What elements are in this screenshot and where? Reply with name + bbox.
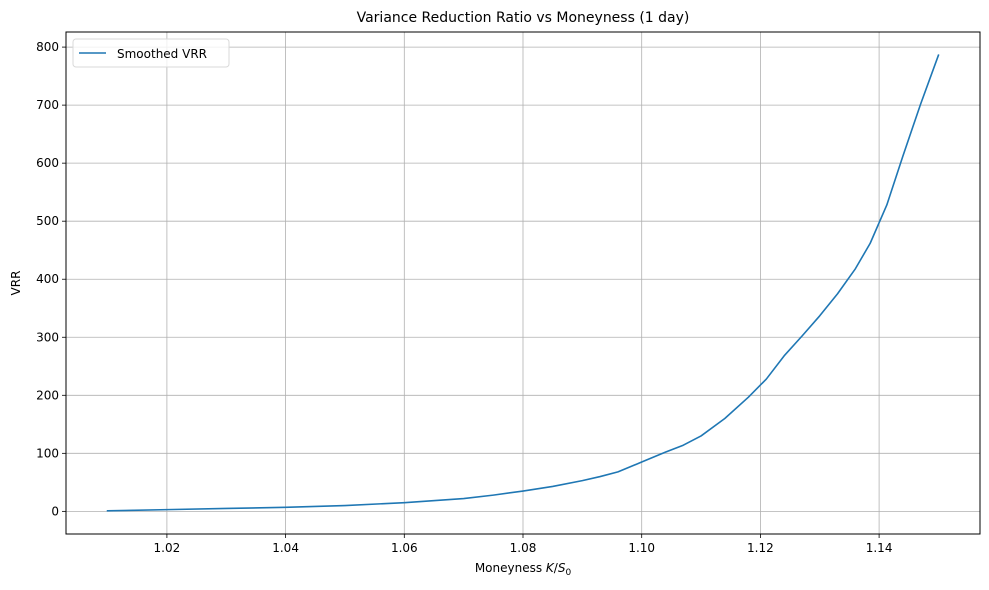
series-layer (106, 54, 940, 512)
series-line-smoothed-vrr (106, 54, 940, 512)
x-axis-label-s: S (558, 561, 566, 575)
x-tick-label: 1.08 (510, 541, 537, 555)
y-tick-label: 700 (36, 98, 59, 112)
x-tick-label: 1.06 (391, 541, 418, 555)
y-axis-label: VRR (9, 271, 23, 296)
y-tick-label: 200 (36, 388, 59, 402)
x-tick-label: 1.02 (154, 541, 181, 555)
x-tick-label: 1.04 (272, 541, 299, 555)
y-tick-label: 600 (36, 156, 59, 170)
legend-label-smoothed-vrr: Smoothed VRR (117, 47, 207, 61)
legend: Smoothed VRR (72, 38, 230, 68)
y-tick-label: 0 (51, 504, 59, 518)
x-tick-label: 1.14 (866, 541, 893, 555)
x-tick-label: 1.10 (628, 541, 655, 555)
x-tick-label: 1.12 (747, 541, 774, 555)
x-axis-ticks: 1.02 1.04 1.06 1.08 1.10 1.12 1.14 (154, 534, 893, 555)
grid-lines (66, 32, 980, 534)
y-tick-label: 400 (36, 272, 59, 286)
y-tick-label: 500 (36, 214, 59, 228)
x-axis-label-k: K (546, 561, 555, 575)
x-axis-label: Moneyness K/S0 (475, 561, 572, 578)
y-axis-ticks: 0 100 200 300 400 500 600 700 800 (36, 40, 66, 518)
y-tick-label: 800 (36, 40, 59, 54)
y-tick-label: 100 (36, 446, 59, 460)
chart-title: Variance Reduction Ratio vs Moneyness (1… (357, 10, 690, 26)
x-axis-label-slash: / (554, 561, 559, 575)
y-tick-label: 300 (36, 330, 59, 344)
x-axis-label-prefix: Moneyness (475, 561, 546, 575)
legend-box (72, 38, 230, 68)
x-axis-label-subscript: 0 (565, 568, 571, 578)
